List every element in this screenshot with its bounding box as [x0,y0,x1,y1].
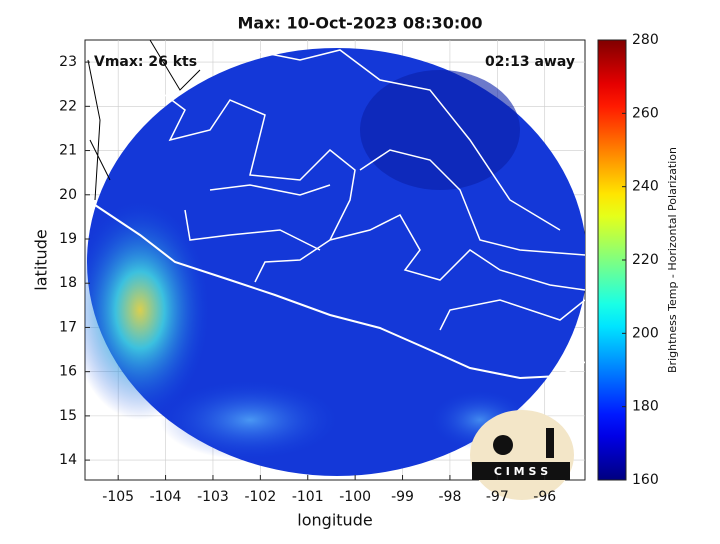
logo-bar [472,462,570,480]
colorbar-tick-label: 220 [632,252,659,268]
logo-icon [493,435,513,455]
x-tick-label: -98 [438,489,461,505]
colorbar-tick-label: 200 [632,325,659,341]
coastline-outside [87,40,201,201]
colorbar-tick-label: 160 [632,472,659,488]
chart-title: Max: 10-Oct-2023 08:30:00 [238,14,483,33]
y-tick-label: 22 [59,98,77,114]
x-tick-label: -102 [244,489,276,505]
x-tick-label: -104 [150,489,182,505]
warm-region [160,380,340,460]
x-tick-label: -99 [391,489,414,505]
x-tick-label: -97 [486,489,509,505]
y-tick-label: 21 [59,143,77,159]
y-tick-label: 23 [59,54,77,70]
x-tick-label: -103 [197,489,229,505]
x-tick-label: -100 [339,489,371,505]
colorbar-tick-label: 260 [632,105,659,121]
logo-text: C I M S S [494,465,548,478]
logo: C I M S S [470,410,574,500]
x-tick-label: -105 [102,489,134,505]
annotation: Vmax: 26 kts [94,54,197,70]
logo-icon [546,428,554,458]
colorbar-label: Brightness Temp - Horizontal Polarizatio… [666,147,679,373]
colorbar-tick-label: 280 [632,32,659,48]
coastline [94,204,585,380]
logo-disc [470,410,574,500]
x-tick-label: -101 [292,489,324,505]
y-tick-label: 19 [59,231,77,247]
y-axis-label: latitude [32,229,51,290]
y-tick-label: 17 [59,319,77,335]
y-tick-label: 16 [59,364,77,380]
state-borders [164,49,585,331]
map-field [85,40,585,476]
cold-region [360,70,520,190]
x-tick-label: -96 [533,489,556,505]
colorbar-tick-label: 180 [632,399,659,415]
x-axis-label: longitude [297,511,372,530]
warm-region [85,200,210,420]
y-tick-label: 18 [59,275,77,291]
y-tick-label: 20 [59,187,77,203]
annotation: 02:13 away [485,54,575,70]
y-tick-label: 15 [59,408,77,424]
colorbar-tick-label: 240 [632,179,659,195]
colorbar [597,39,627,481]
y-tick-label: 14 [59,452,77,468]
